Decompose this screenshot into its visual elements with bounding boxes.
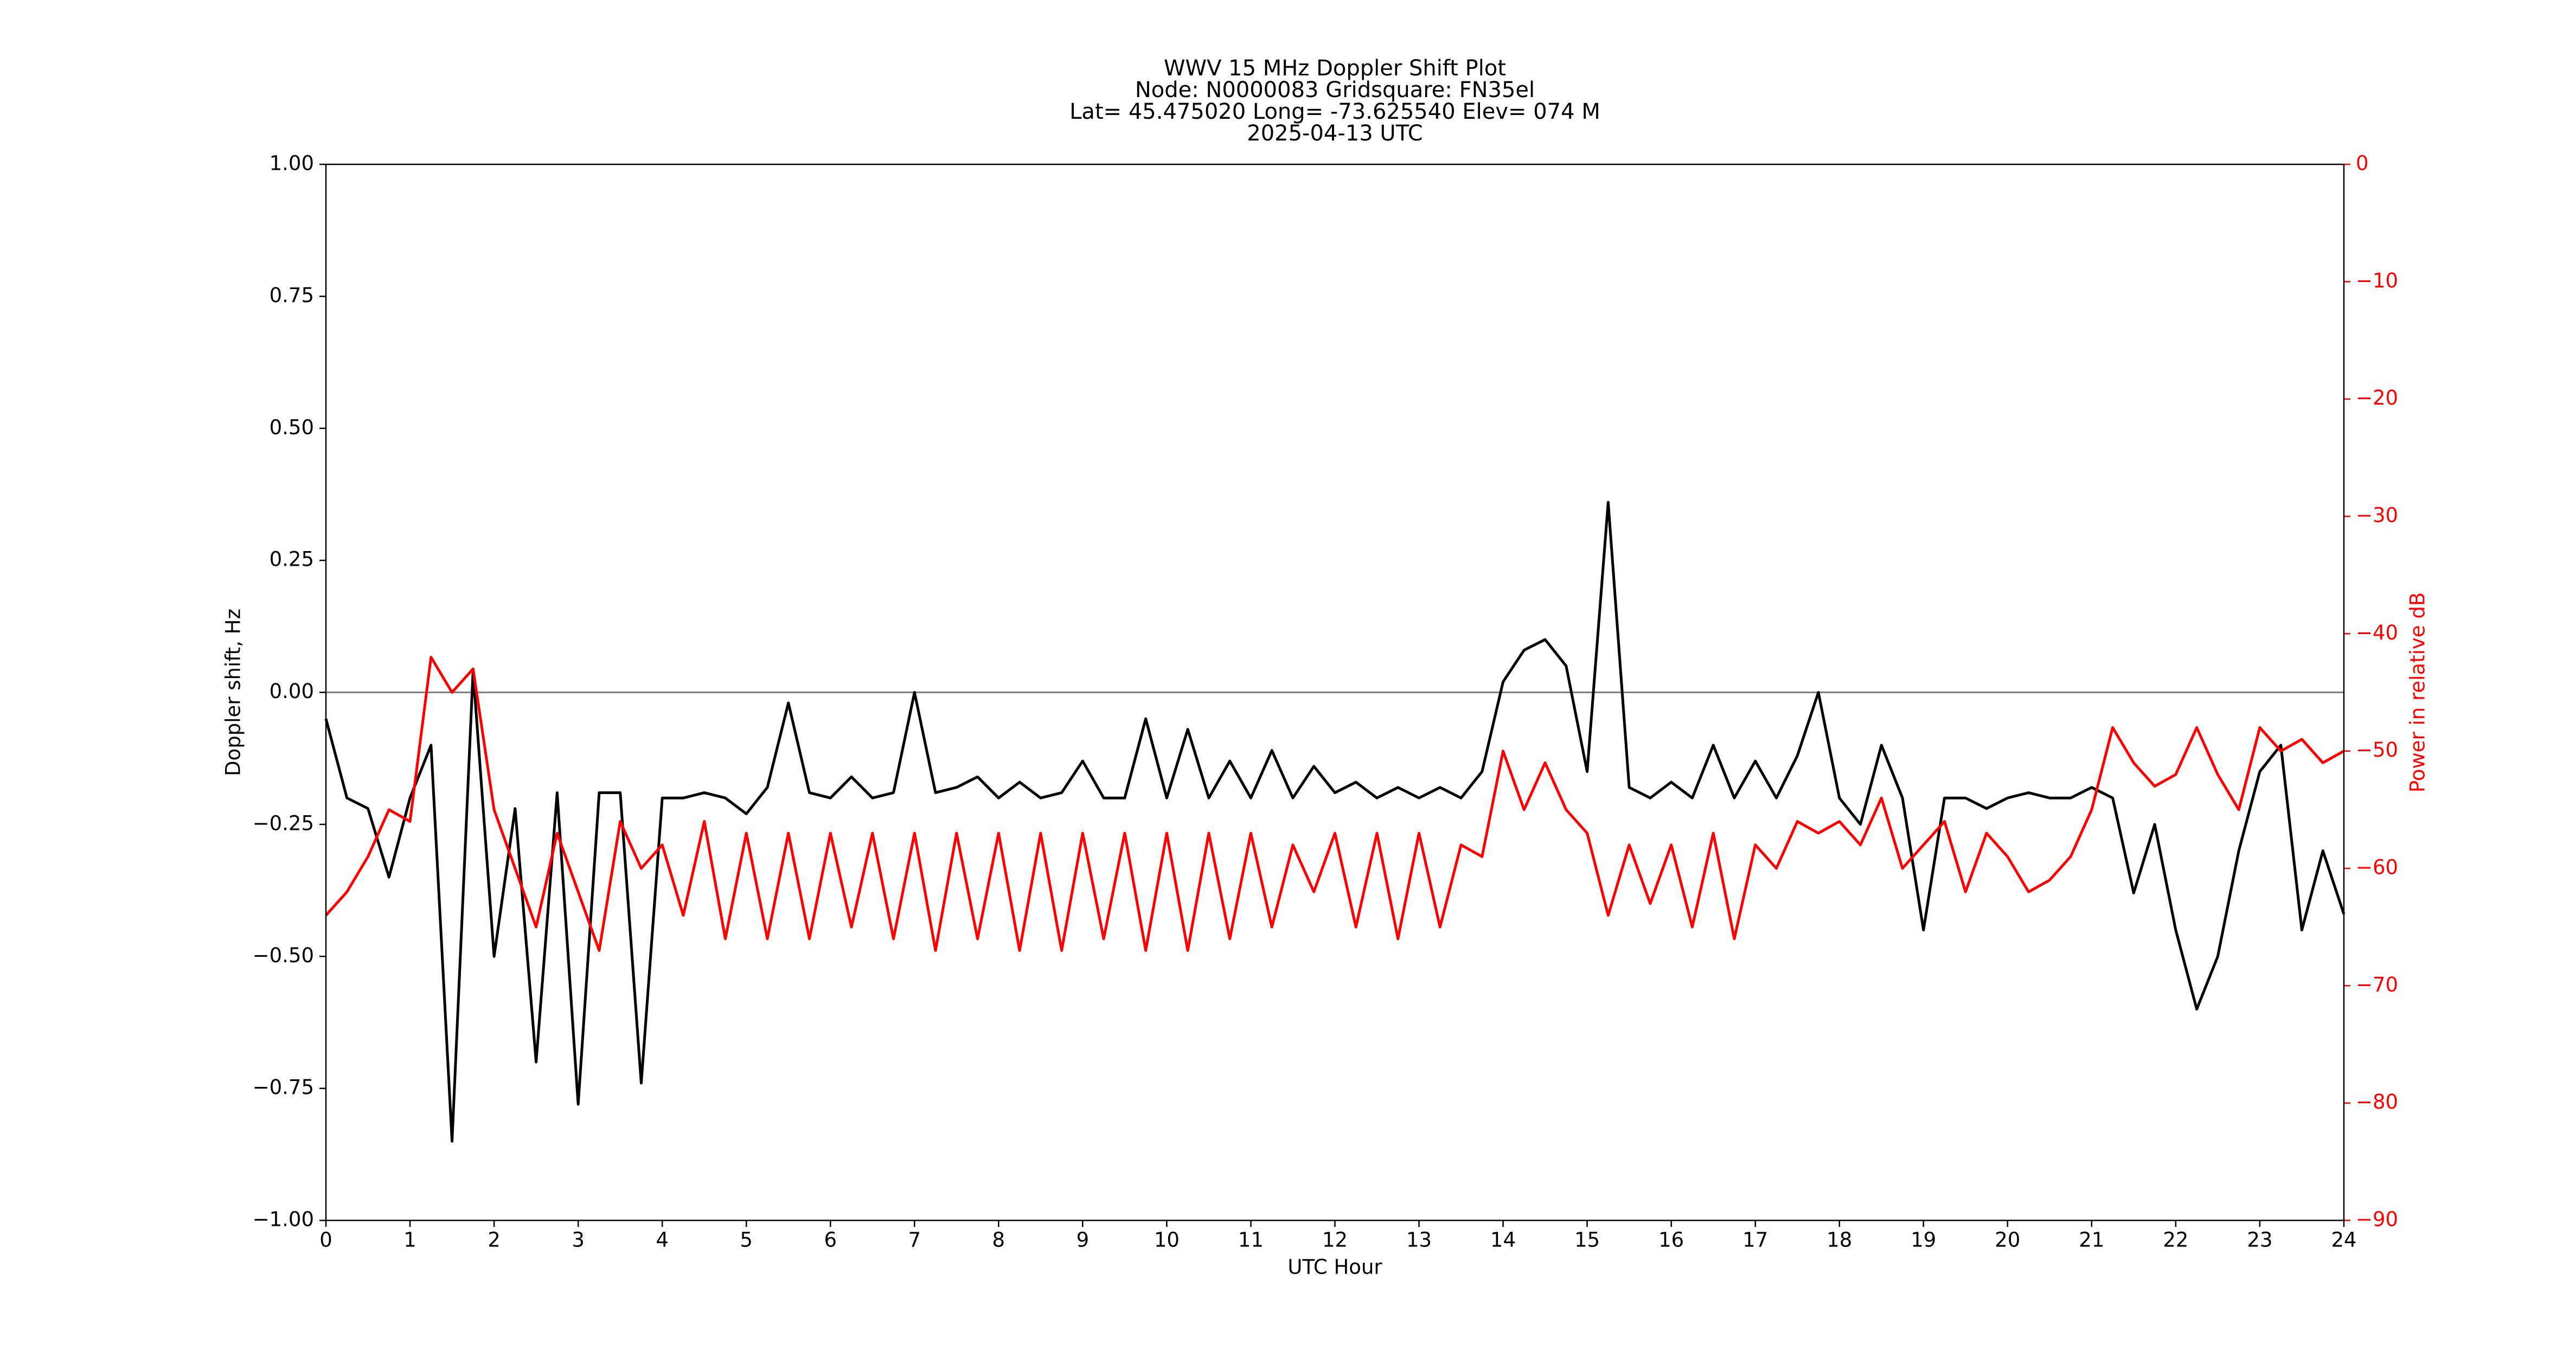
y-tick-label: 0.50: [270, 415, 314, 439]
chart-title: WWV 15 MHz Doppler Shift Plot: [1164, 56, 1506, 81]
x-tick-label: 24: [2331, 1229, 2356, 1252]
y2-tick-label: −70: [2356, 973, 2398, 996]
y2-tick-label: −20: [2356, 386, 2398, 410]
x-axis-label: UTC Hour: [1287, 1256, 1382, 1279]
x-tick-label: 0: [319, 1229, 332, 1252]
y-axis-label: Doppler shift, Hz: [222, 609, 245, 776]
y2-axis-label: Power in relative dB: [2406, 592, 2430, 792]
plot-frame: [325, 163, 2345, 1221]
x-tick-label: 16: [1658, 1229, 1684, 1252]
x-tick-label: 23: [2247, 1229, 2272, 1252]
y2-tick-label: −80: [2356, 1090, 2398, 1114]
x-tick-label: 8: [992, 1229, 1005, 1252]
y2-tick-label: −50: [2356, 738, 2398, 762]
y2-tick-label: 0: [2356, 152, 2369, 175]
x-tick-label: 19: [1911, 1229, 1936, 1252]
y-tick-label: 0.00: [270, 680, 314, 703]
y-tick-label: −0.75: [253, 1076, 314, 1099]
x-tick-label: 12: [1322, 1229, 1348, 1252]
x-tick-label: 5: [740, 1229, 753, 1252]
y-tick-label: −1.00: [253, 1208, 314, 1231]
x-tick-label: 21: [2079, 1229, 2104, 1252]
series-line: [324, 501, 2346, 1143]
y-tick-label: 1.00: [270, 152, 314, 175]
x-tick-label: 4: [656, 1229, 669, 1252]
chart-title: Lat= 45.475020 Long= -73.625540 Elev= 07…: [1069, 99, 1600, 124]
y2-tick-label: −40: [2356, 621, 2398, 644]
x-tick-label: 22: [2163, 1229, 2188, 1252]
chart-title: 2025-04-13 UTC: [1247, 121, 1422, 146]
x-tick-label: 17: [1742, 1229, 1768, 1252]
y-tick-label: 0.25: [270, 548, 314, 571]
y2-tick-label: −60: [2356, 856, 2398, 879]
x-tick-label: 7: [908, 1229, 921, 1252]
y-tick-label: 0.75: [270, 284, 314, 307]
x-tick-label: 9: [1076, 1229, 1090, 1252]
chart-title: Node: N0000083 Gridsquare: FN35el: [1135, 78, 1535, 103]
y2-tick-label: −30: [2356, 504, 2398, 527]
x-tick-label: 15: [1574, 1229, 1600, 1252]
y-tick-label: −0.25: [253, 811, 314, 835]
x-tick-label: 6: [824, 1229, 837, 1252]
x-tick-label: 20: [1995, 1229, 2020, 1252]
y-tick-label: −0.50: [253, 944, 314, 967]
x-tick-label: 1: [403, 1229, 416, 1252]
x-tick-label: 2: [488, 1229, 501, 1252]
y2-tick-label: −90: [2356, 1208, 2398, 1231]
x-tick-label: 10: [1154, 1229, 1180, 1252]
series-line: [325, 656, 2345, 952]
x-tick-label: 3: [572, 1229, 585, 1252]
x-tick-label: 14: [1490, 1229, 1516, 1252]
x-tick-label: 18: [1827, 1229, 1852, 1252]
x-tick-label: 13: [1406, 1229, 1432, 1252]
y2-tick-label: −10: [2356, 269, 2398, 292]
x-tick-label: 11: [1238, 1229, 1264, 1252]
